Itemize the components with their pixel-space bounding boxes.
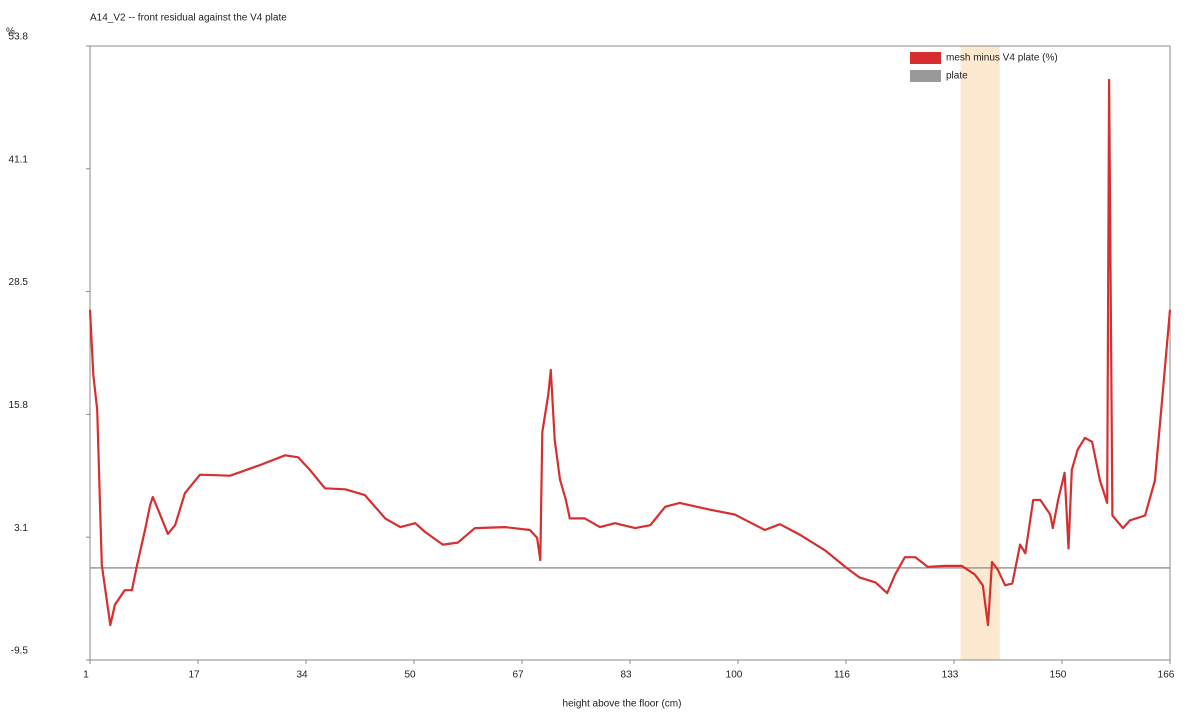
x-axis-label: height above the floor (cm) [563, 699, 682, 710]
x-tick-label: 17 [188, 670, 200, 681]
legend-label: mesh minus V4 plate (%) [946, 53, 1058, 64]
x-tick-label: 100 [726, 670, 743, 681]
x-tick-label: 83 [620, 670, 632, 681]
y-tick-label: 15.8 [9, 400, 29, 411]
data-line [88, 78, 1172, 627]
y-tick-label: 28.5 [9, 277, 29, 288]
legend-swatch [910, 52, 941, 64]
y-tick-label: 41.1 [9, 154, 29, 165]
x-tick-label: 34 [296, 670, 308, 681]
x-tick-label: 150 [1050, 670, 1067, 681]
y-tick-label: -9.5 [11, 646, 29, 657]
x-tick-label: 166 [1158, 670, 1175, 681]
x-tick-label: 50 [404, 670, 416, 681]
y-axis-label: % [6, 27, 15, 38]
legend-label: plate [946, 71, 968, 82]
chart-title: A14_V2 -- front residual against the V4 … [90, 13, 287, 24]
x-tick-label: 133 [942, 670, 959, 681]
highlight-band [960, 46, 1000, 660]
x-tick-label: 67 [512, 670, 524, 681]
x-tick-label: 116 [834, 670, 850, 681]
y-tick-label: 3.1 [14, 523, 28, 534]
x-tick-label: 1 [83, 670, 89, 681]
legend-swatch [910, 70, 941, 82]
y-tick-label: 53.8 [9, 32, 29, 43]
